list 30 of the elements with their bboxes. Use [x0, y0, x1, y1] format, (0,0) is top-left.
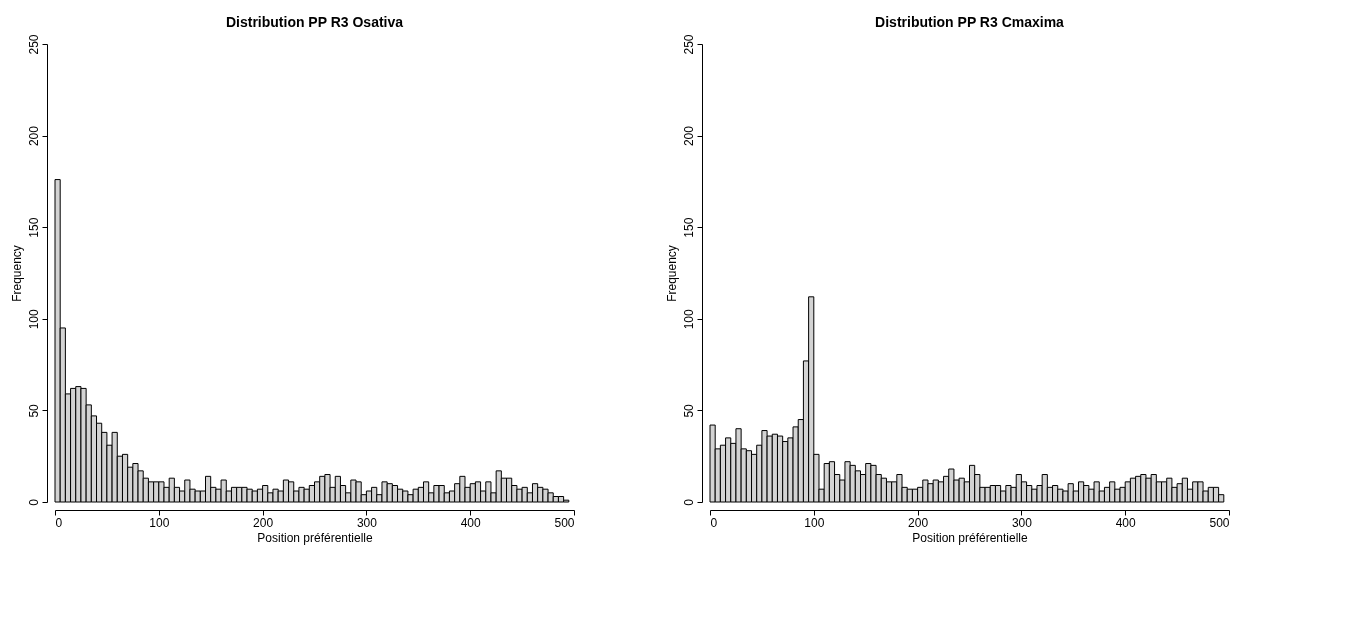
x-tick-label: 0: [710, 515, 718, 530]
x-tick-label: 400: [460, 515, 482, 530]
x-tick-label: 500: [554, 515, 575, 530]
y-tick-label: 150: [681, 217, 696, 238]
chart-title: Distribution PP R3 Cmaxima: [875, 13, 1065, 30]
x-tick-label: 100: [149, 515, 170, 530]
x-tick-label: 500: [1209, 515, 1230, 530]
y-tick-label: 250: [26, 34, 41, 55]
y-tick-label: 250: [681, 34, 696, 55]
x-tick-label: 200: [253, 515, 274, 530]
x-tick-label: 400: [1115, 515, 1137, 530]
y-tick-label: 0: [26, 498, 41, 506]
x-tick-label: 300: [356, 515, 378, 530]
y-tick-label: 50: [26, 403, 41, 418]
y-tick-label: 0: [681, 498, 696, 506]
y-tick-label: 100: [26, 308, 41, 330]
y-tick-label: 100: [681, 308, 696, 330]
y-axis-title: Frequency: [9, 245, 24, 302]
y-tick-label: 200: [681, 125, 696, 147]
x-tick-label: 100: [804, 515, 825, 530]
x-axis-title: Position préférentielle: [912, 530, 1029, 545]
x-tick-label: 300: [1011, 515, 1033, 530]
y-tick-label: 200: [26, 125, 41, 147]
chart-title: Distribution PP R3 Osativa: [225, 13, 404, 30]
y-axis-title: Frequency: [664, 245, 679, 302]
y-tick-label: 50: [681, 403, 696, 418]
y-tick-label: 150: [26, 217, 41, 238]
x-tick-label: 200: [908, 515, 929, 530]
x-tick-label: 0: [55, 515, 63, 530]
x-axis-title: Position préférentielle: [257, 530, 374, 545]
